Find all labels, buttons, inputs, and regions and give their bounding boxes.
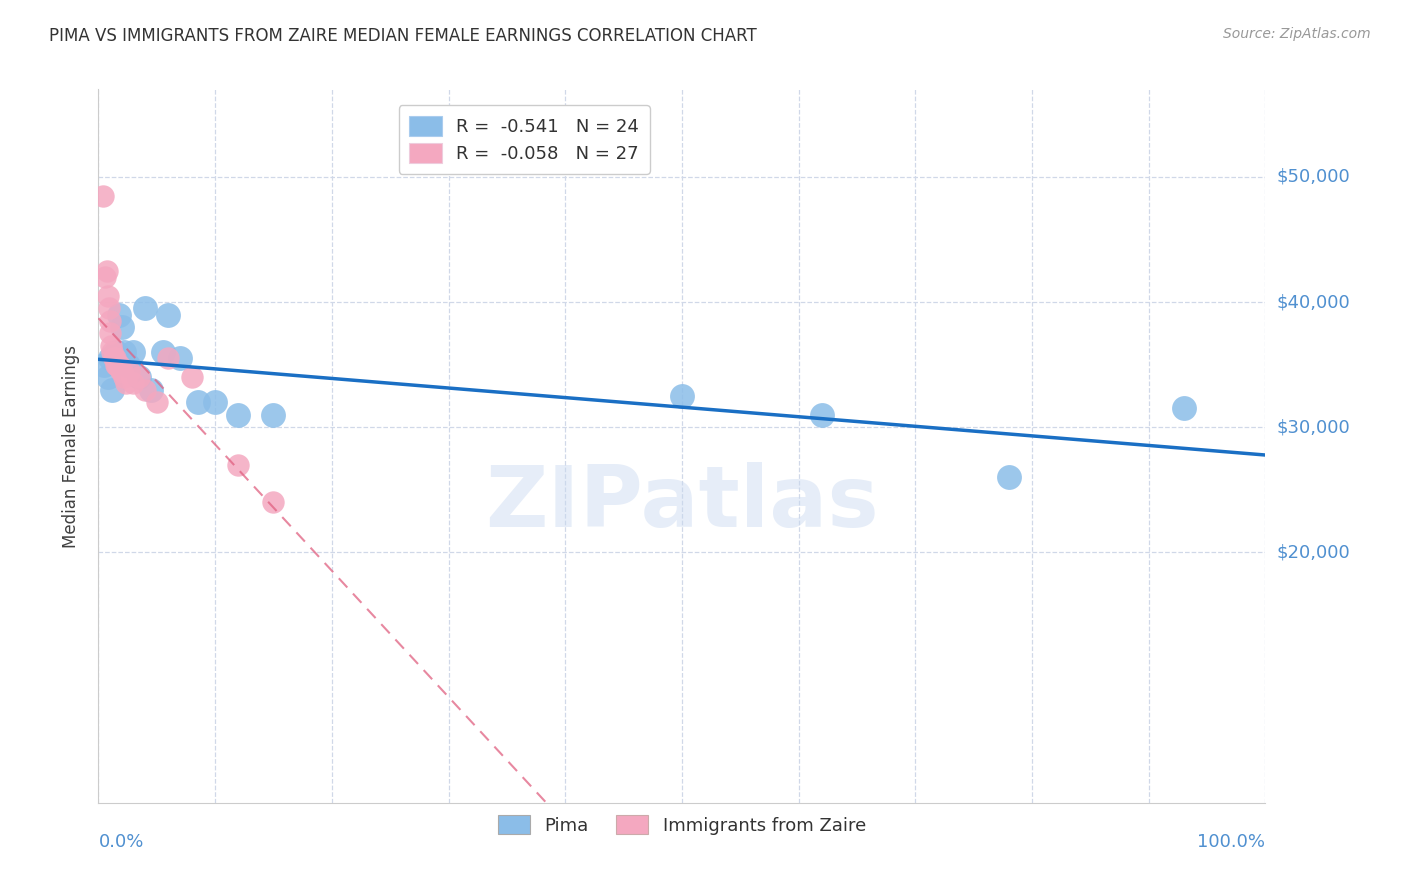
Point [94, 270, 117, 285]
Point [105, 358, 128, 372]
Point [97, 370, 120, 384]
Point [108, 308, 131, 322]
Point [262, 408, 284, 422]
Point [157, 308, 180, 322]
Point [103, 351, 125, 366]
Point [139, 383, 162, 397]
Point [180, 370, 202, 384]
Point [98, 326, 121, 341]
Text: ZIPatlas: ZIPatlas [485, 461, 879, 545]
Point [98, 314, 121, 328]
Point [97, 301, 120, 316]
Text: 100.0%: 100.0% [1198, 833, 1265, 851]
Point [134, 301, 156, 316]
Point [111, 320, 134, 334]
Point [96, 264, 118, 278]
Point [204, 395, 226, 409]
Point [93, 358, 115, 372]
Point [128, 370, 150, 384]
Text: $20,000: $20,000 [1277, 543, 1350, 561]
Point [128, 370, 150, 384]
Point [111, 364, 134, 378]
Y-axis label: Median Female Earnings: Median Female Earnings [62, 344, 80, 548]
Point [169, 351, 191, 366]
Point [134, 383, 156, 397]
Point [101, 383, 124, 397]
Point [112, 345, 135, 359]
Point [997, 470, 1019, 484]
Text: $40,000: $40,000 [1277, 293, 1350, 311]
Point [228, 458, 250, 472]
Point [104, 345, 127, 359]
Point [100, 339, 122, 353]
Point [152, 345, 174, 359]
Point [122, 376, 145, 391]
Point [1173, 401, 1195, 416]
Point [108, 358, 131, 372]
Point [117, 358, 139, 372]
Point [228, 408, 250, 422]
Point [98, 351, 121, 366]
Text: $30,000: $30,000 [1277, 418, 1350, 436]
Text: PIMA VS IMMIGRANTS FROM ZAIRE MEDIAN FEMALE EARNINGS CORRELATION CHART: PIMA VS IMMIGRANTS FROM ZAIRE MEDIAN FEM… [49, 27, 756, 45]
Point [110, 364, 132, 378]
Point [811, 408, 834, 422]
Text: 0.0%: 0.0% [98, 833, 143, 851]
Point [115, 376, 138, 391]
Text: Source: ZipAtlas.com: Source: ZipAtlas.com [1223, 27, 1371, 41]
Point [146, 395, 169, 409]
Point [187, 395, 209, 409]
Point [104, 358, 127, 372]
Point [671, 389, 693, 403]
Point [118, 364, 141, 378]
Point [157, 351, 180, 366]
Point [262, 495, 284, 509]
Point [122, 345, 145, 359]
Point [112, 370, 135, 384]
Point [91, 188, 114, 202]
Text: $50,000: $50,000 [1277, 168, 1350, 186]
Point [104, 351, 127, 366]
Point [97, 289, 120, 303]
Point [101, 345, 124, 359]
Legend: Pima, Immigrants from Zaire: Pima, Immigrants from Zaire [489, 805, 875, 844]
